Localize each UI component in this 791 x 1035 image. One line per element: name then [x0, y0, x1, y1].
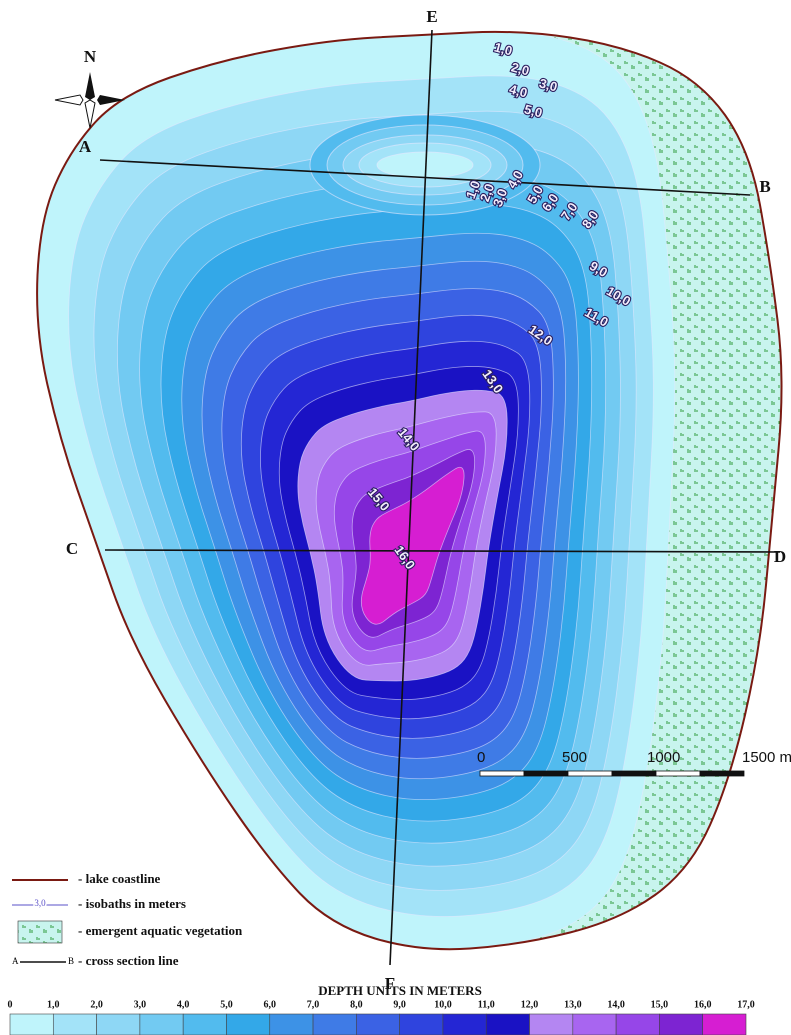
scale-label: 1000 [647, 749, 680, 766]
depth-label: 15,0 [651, 999, 669, 1010]
depth-swatch [313, 1014, 356, 1035]
scale-label: 0 [477, 749, 485, 766]
scale-segment [524, 771, 568, 776]
depth-swatch [443, 1014, 486, 1035]
scale-label: 500 [562, 749, 587, 766]
depth-swatch [400, 1014, 443, 1035]
depth-swatch [53, 1014, 96, 1035]
depth-swatch [573, 1014, 616, 1035]
scale-segment [612, 771, 656, 776]
section-label: C [66, 539, 78, 558]
depth-swatch [97, 1014, 140, 1035]
depth-label: 12,0 [521, 999, 539, 1010]
depth-swatch [616, 1014, 659, 1035]
depth-label: 6,0 [264, 999, 277, 1010]
scale-segment [656, 771, 700, 776]
depth-label: 14,0 [607, 999, 625, 1010]
section-label: E [426, 7, 437, 26]
legend-label: - isobaths in meters [78, 896, 186, 911]
section-label: B [759, 177, 770, 196]
depth-swatch [226, 1014, 269, 1035]
depth-label: 0 [8, 999, 13, 1010]
depth-label: 13,0 [564, 999, 582, 1010]
depth-swatch [183, 1014, 226, 1035]
depth-legend-title: DEPTH UNITS IN METERS [318, 983, 482, 998]
depth-swatch [530, 1014, 573, 1035]
depth-label: 10,0 [434, 999, 452, 1010]
legend-vegetation [18, 921, 62, 943]
depth-label: 16,0 [694, 999, 712, 1010]
depth-swatch [486, 1014, 529, 1035]
depth-swatch [10, 1014, 53, 1035]
scale-segment [700, 771, 744, 776]
section-label: A [79, 137, 92, 156]
scale-label: 1500 m [742, 749, 791, 766]
depth-swatch [703, 1014, 746, 1035]
scale-segment [568, 771, 612, 776]
depth-swatch [659, 1014, 702, 1035]
scale-segment [480, 771, 524, 776]
legend-label: - lake coastline [78, 871, 161, 886]
depth-label: 11,0 [478, 999, 495, 1010]
depth-label: 9,0 [393, 999, 406, 1010]
depth-label: 5,0 [220, 999, 233, 1010]
depth-label: 7,0 [307, 999, 320, 1010]
legend-sample: 3,0 [34, 898, 46, 908]
depth-label: 1,0 [47, 999, 60, 1010]
depth-label: 17,0 [737, 999, 755, 1010]
depth-label: 8,0 [350, 999, 363, 1010]
legend-sample: B [68, 956, 74, 966]
section-label: D [774, 547, 786, 566]
legend-label: - emergent aquatic vegetation [78, 923, 243, 938]
compass-label: N [84, 47, 97, 66]
depth-label: 4,0 [177, 999, 190, 1010]
depth-label: 3,0 [134, 999, 147, 1010]
legend-label: - cross section line [78, 953, 179, 968]
page: { "compass": {"label": "N"}, "cross_sect… [0, 0, 791, 1035]
legend-sample: A [12, 956, 19, 966]
depth-swatch [140, 1014, 183, 1035]
depth-swatch [356, 1014, 399, 1035]
lake [37, 30, 781, 965]
depth-label: 2,0 [90, 999, 103, 1010]
depth-swatch [270, 1014, 313, 1035]
map: ABCDEF1,02,03,04,05,01,02,03,04,05,06,07… [0, 0, 791, 1035]
